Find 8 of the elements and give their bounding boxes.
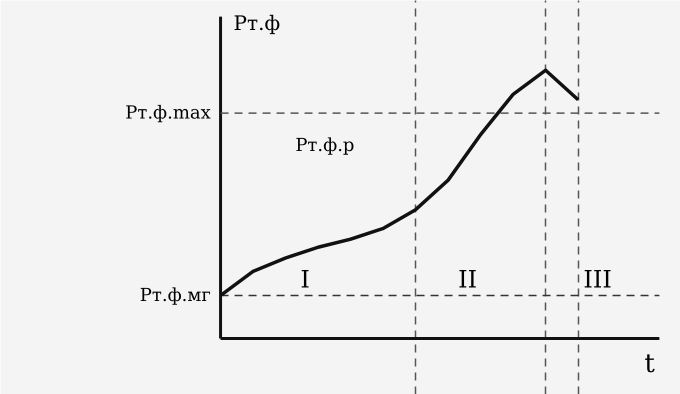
ref-line-label: Pт.ф.max <box>125 102 211 124</box>
annotation: III <box>583 265 612 294</box>
ref-line-label: Pт.ф.мг <box>140 285 211 306</box>
annotation: II <box>458 265 478 294</box>
x-axis-title: t <box>644 349 656 380</box>
annotation: I <box>300 265 310 294</box>
annotation: Pт.ф.р <box>295 134 354 156</box>
y-axis-title: Pт.ф <box>234 11 280 36</box>
